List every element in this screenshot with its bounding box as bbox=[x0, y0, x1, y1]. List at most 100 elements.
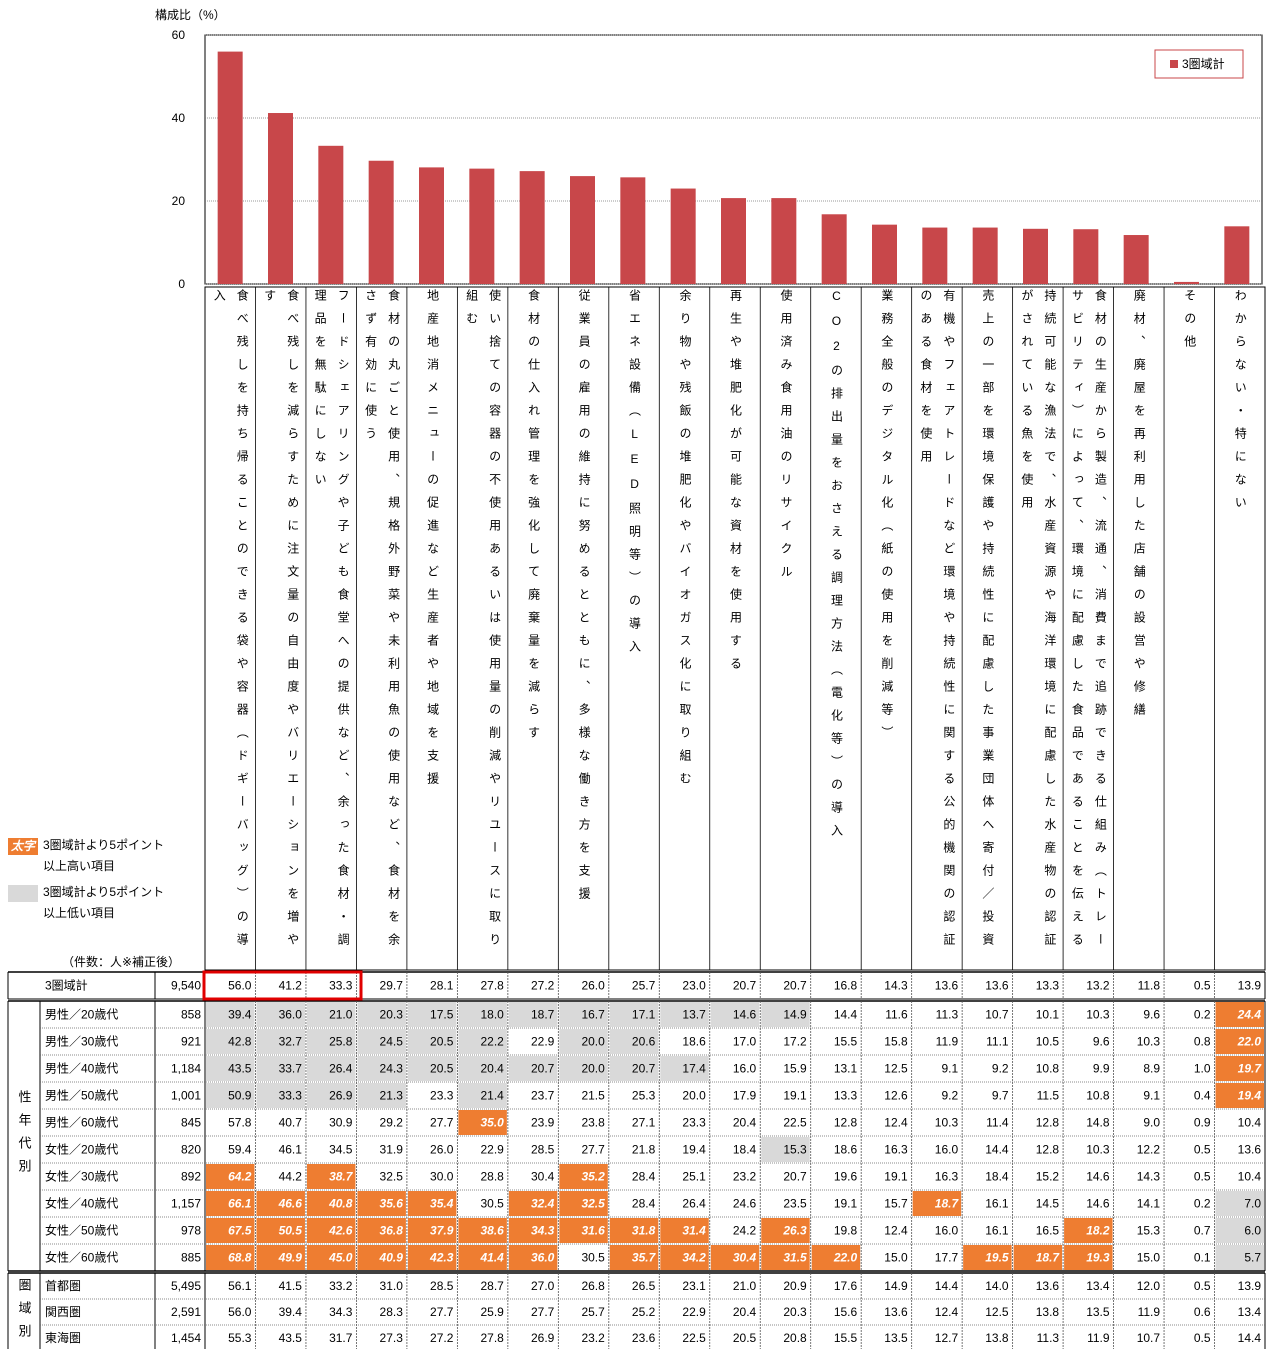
category-column: 食べ残しを持ち帰ることのできる袋や容器（ドギーバッグ）の導入 bbox=[205, 289, 255, 970]
cell-value: 13.5 bbox=[884, 1331, 908, 1345]
cell-low bbox=[458, 1056, 507, 1081]
cell-low bbox=[206, 1083, 255, 1108]
cell-value: 13.8 bbox=[985, 1331, 1009, 1345]
cell-value: 31.0 bbox=[380, 1279, 404, 1293]
cell-value: 55.3 bbox=[228, 1331, 252, 1345]
cell-value: 26.9 bbox=[531, 1331, 555, 1345]
cell-value: 28.5 bbox=[430, 1279, 454, 1293]
category-column: フードシェアリングや子ども食堂への提供など、余った食材・調理品を無駄にしない bbox=[306, 289, 356, 970]
cell-low bbox=[357, 1056, 406, 1081]
cell-value: 39.4 bbox=[228, 1008, 252, 1022]
cell-low bbox=[761, 1002, 810, 1027]
cell-low bbox=[458, 1002, 507, 1027]
cell-value: 14.5 bbox=[1036, 1197, 1060, 1211]
cell-value: 42.6 bbox=[328, 1224, 353, 1238]
cell-value: 0.5 bbox=[1194, 1279, 1211, 1293]
bar bbox=[821, 214, 847, 284]
cell-value: 20.7 bbox=[783, 979, 807, 993]
cell-value: 12.4 bbox=[935, 1305, 959, 1319]
y-tick-label: 0 bbox=[178, 277, 185, 291]
cell-value: 41.5 bbox=[279, 1279, 303, 1293]
bar bbox=[972, 227, 998, 284]
cell-low bbox=[508, 1002, 558, 1027]
cell-value: 18.4 bbox=[733, 1143, 757, 1157]
cell-value: 16.0 bbox=[935, 1224, 959, 1238]
cell-value: 23.0 bbox=[682, 979, 706, 993]
cell-value: 35.7 bbox=[632, 1251, 657, 1265]
cell-high bbox=[609, 1218, 659, 1243]
cell-value: 17.2 bbox=[783, 1035, 807, 1049]
cell-value: 20.3 bbox=[783, 1305, 807, 1319]
row-count: 892 bbox=[181, 1170, 201, 1184]
y-tick-label: 40 bbox=[172, 111, 186, 125]
cell-value: 14.0 bbox=[985, 1279, 1009, 1293]
cell-value: 20.3 bbox=[380, 1008, 404, 1022]
cell-value: 14.1 bbox=[1137, 1197, 1161, 1211]
cell-value: 14.4 bbox=[985, 1143, 1009, 1157]
cell-value: 40.8 bbox=[328, 1197, 353, 1211]
cell-value: 28.8 bbox=[480, 1170, 504, 1184]
row-count: 2,591 bbox=[171, 1305, 201, 1319]
cell-value: 31.5 bbox=[783, 1251, 807, 1265]
category-column: 再生や堆肥化が可能な資材を使用する bbox=[710, 289, 760, 970]
row-label: 3圏域計 bbox=[45, 978, 88, 993]
cell-value: 19.7 bbox=[1238, 1062, 1263, 1076]
cell-value: 9.0 bbox=[1143, 1116, 1160, 1130]
cell-value: 20.7 bbox=[632, 1062, 656, 1076]
cell-value: 0.2 bbox=[1194, 1008, 1211, 1022]
cell-value: 28.1 bbox=[430, 979, 454, 993]
cell-value: 34.3 bbox=[329, 1305, 353, 1319]
cell-value: 9.7 bbox=[992, 1089, 1009, 1103]
cell-low bbox=[256, 1029, 305, 1054]
cell-high bbox=[912, 1191, 962, 1216]
cell-value: 19.5 bbox=[985, 1251, 1009, 1265]
cell-value: 22.9 bbox=[480, 1143, 504, 1157]
cell-value: 42.3 bbox=[429, 1251, 454, 1265]
cell-value: 43.5 bbox=[228, 1062, 252, 1076]
category-column: 持続可能な漁法で、水産資源や海洋環境に配慮した水産物の認証がされている魚を使用 bbox=[1013, 289, 1063, 970]
cell-low bbox=[407, 1056, 457, 1081]
cell-value: 15.0 bbox=[884, 1251, 908, 1265]
cell-low bbox=[306, 1083, 356, 1108]
cell-value: 24.2 bbox=[733, 1224, 757, 1238]
cell-high bbox=[508, 1218, 558, 1243]
cell-value: 23.2 bbox=[581, 1331, 605, 1345]
cell-value: 27.7 bbox=[581, 1143, 605, 1157]
y-tick-label: 60 bbox=[172, 28, 186, 42]
cell-value: 15.2 bbox=[1036, 1170, 1060, 1184]
cell-value: 12.2 bbox=[1137, 1143, 1161, 1157]
cell-value: 13.7 bbox=[682, 1008, 706, 1022]
cell-value: 21.3 bbox=[380, 1089, 404, 1103]
cell-value: 23.7 bbox=[531, 1089, 555, 1103]
cell-value: 35.4 bbox=[430, 1197, 454, 1211]
cell-value: 22.5 bbox=[783, 1116, 807, 1130]
category-column: 食材の仕入れ管理を強化して廃棄量を減らす bbox=[508, 289, 558, 970]
cell-value: 23.6 bbox=[632, 1331, 656, 1345]
cell-low bbox=[761, 1137, 810, 1162]
cell-value: 0.1 bbox=[1194, 1251, 1211, 1265]
cell-value: 12.8 bbox=[834, 1116, 858, 1130]
cell-value: 13.6 bbox=[1036, 1279, 1060, 1293]
cell-value: 66.1 bbox=[228, 1197, 252, 1211]
cell-value: 27.8 bbox=[480, 1331, 504, 1345]
cell-value: 18.2 bbox=[1086, 1224, 1110, 1238]
cell-low bbox=[609, 1029, 659, 1054]
cell-value: 17.1 bbox=[632, 1008, 656, 1022]
cell-value: 27.7 bbox=[430, 1116, 454, 1130]
cell-value: 18.4 bbox=[985, 1170, 1009, 1184]
row-count: 9,540 bbox=[171, 979, 201, 993]
cell-value: 36.0 bbox=[279, 1008, 303, 1022]
bar bbox=[1073, 229, 1099, 284]
cell-value: 40.7 bbox=[279, 1116, 303, 1130]
cell-value: 9.9 bbox=[1093, 1062, 1110, 1076]
y-tick-label: 20 bbox=[172, 194, 186, 208]
cell-value: 19.1 bbox=[884, 1170, 908, 1184]
category-label: 使用済み食用油のリサイクル bbox=[778, 289, 793, 588]
category-label: 再生や堆肥化が可能な資材を使用する bbox=[728, 289, 743, 680]
bar bbox=[318, 145, 344, 284]
cell-low bbox=[559, 1029, 608, 1054]
cell-low bbox=[458, 1029, 507, 1054]
cell-value: 0.2 bbox=[1194, 1197, 1211, 1211]
cell-value: 24.5 bbox=[380, 1035, 404, 1049]
category-column: 食べ残しを減らすために注文量の自由度やバリエーションを増やす bbox=[255, 289, 305, 970]
